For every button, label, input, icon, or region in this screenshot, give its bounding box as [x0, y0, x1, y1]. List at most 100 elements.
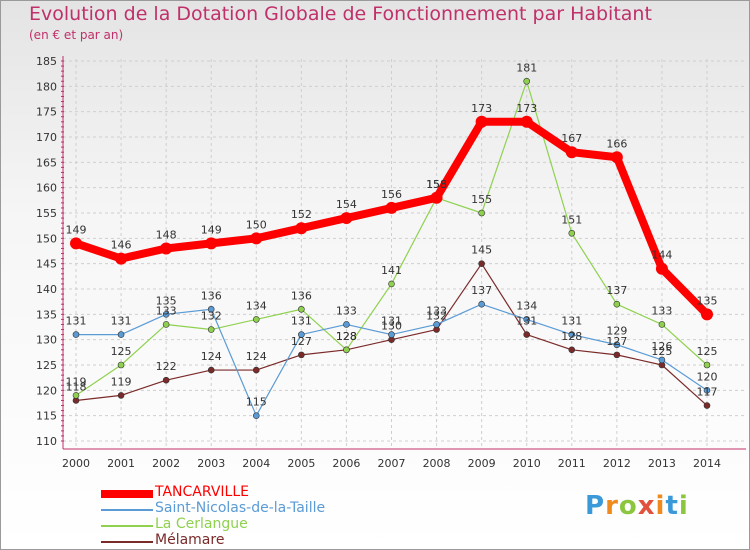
- data-point: [252, 412, 260, 419]
- data-point: [565, 146, 578, 159]
- data-label: 137: [606, 284, 627, 297]
- data-label: 115: [246, 396, 267, 409]
- x-tick-label: 2004: [242, 457, 270, 470]
- legend-item: La Cerlangue: [101, 516, 401, 533]
- data-label: 146: [111, 239, 132, 252]
- data-label: 130: [381, 320, 402, 333]
- logo-letter: i: [678, 491, 689, 521]
- data-point: [295, 222, 308, 235]
- data-label: 124: [246, 350, 267, 363]
- data-label: 132: [426, 310, 447, 323]
- logo-letter: o: [618, 491, 638, 521]
- data-point: [568, 346, 576, 354]
- data-point: [162, 321, 170, 328]
- legend-label: La Cerlangue: [155, 516, 248, 532]
- data-point: [117, 361, 125, 369]
- chart-legend: TANCARVILLE Saint-Nicolas-de-la-Taille La …: [101, 484, 401, 549]
- x-tick-label: 2001: [107, 457, 135, 470]
- data-point: [343, 321, 350, 328]
- y-tick-label: 145: [36, 258, 57, 271]
- x-tick-label: 2006: [332, 457, 360, 470]
- data-label: 120: [697, 370, 718, 383]
- legend-item: TANCARVILLE: [101, 484, 401, 501]
- data-label: 181: [516, 61, 537, 74]
- data-label: 131: [66, 315, 87, 328]
- y-tick-label: 115: [36, 410, 57, 423]
- data-point: [430, 191, 443, 204]
- data-label: 125: [111, 345, 132, 358]
- data-label: 128: [336, 330, 357, 343]
- data-point: [613, 300, 621, 308]
- chart-title: Evolution de la Dotation Globale de Fonc…: [29, 3, 652, 25]
- y-tick-label: 165: [36, 156, 57, 169]
- data-point: [523, 316, 531, 323]
- data-label: 127: [291, 335, 312, 348]
- data-label: 173: [471, 102, 492, 115]
- data-point: [298, 351, 305, 359]
- data-point: [298, 305, 305, 313]
- data-label: 136: [291, 289, 312, 302]
- data-point: [433, 321, 440, 328]
- y-tick-label: 150: [36, 232, 57, 245]
- data-point: [610, 151, 623, 164]
- data-point: [478, 300, 485, 308]
- data-label: 119: [111, 375, 132, 388]
- data-point: [520, 115, 533, 128]
- data-point: [475, 115, 488, 128]
- y-tick-label: 130: [36, 334, 57, 347]
- y-tick-label: 140: [36, 283, 57, 296]
- data-point: [703, 402, 711, 409]
- legend-swatch: [101, 525, 153, 527]
- data-label: 158: [426, 178, 447, 191]
- data-label: 144: [651, 249, 672, 262]
- data-label: 152: [291, 208, 312, 221]
- data-label: 133: [336, 304, 357, 317]
- data-point: [701, 308, 713, 321]
- data-label: 134: [246, 299, 267, 312]
- data-label: 131: [561, 315, 582, 328]
- data-point: [523, 331, 531, 338]
- x-tick-label: 2010: [513, 457, 541, 470]
- data-point: [162, 376, 170, 384]
- data-label: 173: [516, 102, 537, 115]
- data-label: 131: [291, 315, 312, 328]
- data-label: 129: [606, 325, 627, 338]
- y-tick-label: 180: [36, 80, 57, 93]
- data-label: 137: [471, 284, 492, 297]
- data-label: 132: [201, 310, 222, 323]
- data-label: 118: [66, 380, 87, 393]
- data-label: 150: [246, 218, 267, 231]
- data-point: [207, 326, 215, 333]
- data-label: 145: [471, 244, 492, 257]
- data-point: [655, 262, 668, 275]
- legend-label: Saint-Nicolas-de-la-Taille: [155, 500, 326, 516]
- y-tick-label: 155: [36, 207, 57, 220]
- data-label: 133: [651, 304, 672, 317]
- data-point: [388, 331, 395, 338]
- logo-letter: t: [665, 491, 679, 521]
- data-label: 149: [66, 223, 87, 236]
- y-tick-label: 110: [36, 435, 57, 448]
- legend-swatch: [101, 509, 153, 511]
- x-tick-label: 2005: [287, 457, 315, 470]
- data-point: [70, 237, 82, 250]
- data-label: 141: [381, 264, 402, 277]
- data-label: 167: [561, 132, 582, 145]
- x-tick-label: 2007: [378, 457, 406, 470]
- data-label: 117: [697, 386, 718, 399]
- logo-letter: x: [637, 491, 656, 521]
- data-point: [162, 311, 170, 318]
- proxiti-logo: Proxiti: [585, 491, 689, 521]
- logo-letter: P: [585, 491, 606, 521]
- data-label: 151: [561, 213, 582, 226]
- data-point: [117, 392, 125, 399]
- data-point: [340, 212, 353, 225]
- data-point: [207, 305, 215, 313]
- data-point: [478, 209, 485, 217]
- data-point: [613, 351, 621, 359]
- x-tick-label: 2008: [423, 457, 451, 470]
- data-point: [115, 252, 128, 265]
- y-tick-label: 160: [36, 182, 57, 195]
- x-tick-label: 2003: [197, 457, 225, 470]
